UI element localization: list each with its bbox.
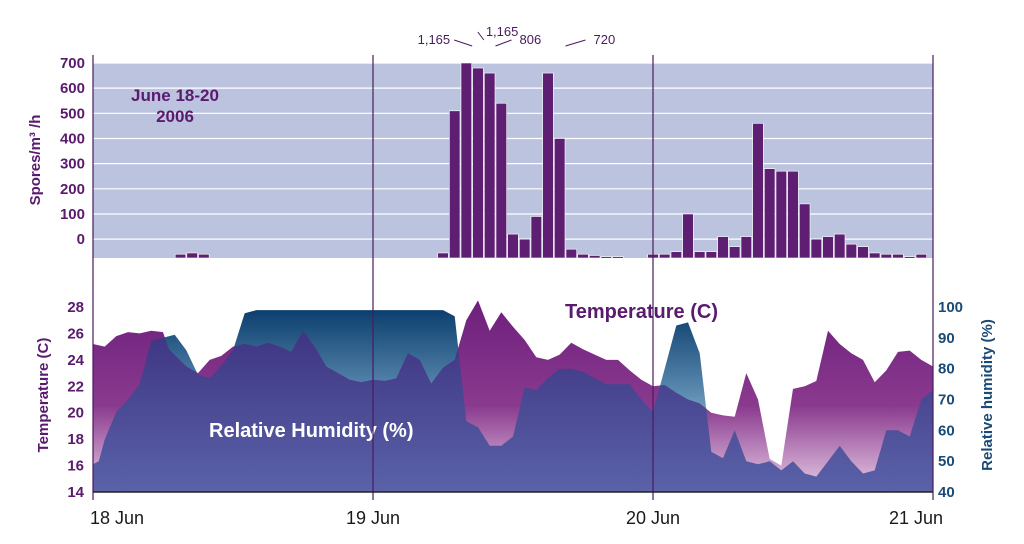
spore-bar: [484, 72, 496, 259]
annotation-leader: [495, 39, 512, 47]
spore-bar: [507, 233, 519, 259]
spore-bar: [857, 246, 869, 259]
humidity-y-tick-label: 50: [938, 453, 955, 470]
spore-bar: [787, 170, 799, 259]
spore-y-tick-label: 300: [60, 156, 85, 173]
spore-bar: [565, 248, 577, 259]
temperature-axis-label: Temperature (C): [35, 338, 52, 453]
temperature-y-tick-label: 20: [67, 405, 84, 422]
temperature-y-tick-label: 26: [67, 325, 84, 342]
humidity-series-label: Relative Humidity (%): [209, 420, 413, 442]
spore-bar: [915, 253, 927, 259]
spore-bar: [460, 62, 472, 259]
humidity-y-tick-label: 80: [938, 361, 955, 378]
spore-bar: [799, 203, 811, 259]
spore-y-ticks: 0 100 200 300 400 500 600 700: [60, 55, 85, 248]
spore-bar: [717, 236, 729, 259]
spore-bar: [495, 102, 507, 259]
temperature-y-tick-label: 24: [67, 352, 84, 369]
overlap-area: [93, 310, 933, 492]
spore-bar: [740, 236, 752, 259]
x-tick-label: 20 Jun: [626, 508, 680, 528]
spore-bar: [577, 253, 589, 259]
temperature-y-tick-label: 22: [67, 378, 84, 395]
spore-bar: [810, 238, 822, 259]
spore-bar: [880, 253, 892, 259]
spore-bar: [775, 170, 787, 259]
x-tick-label: 18 Jun: [90, 508, 144, 528]
spore-bar: [437, 252, 449, 259]
spore-bar: [670, 251, 682, 259]
temperature-y-tick-label: 28: [67, 299, 84, 316]
day-separator-lines: [92, 55, 934, 500]
spore-bar: [449, 110, 461, 259]
spore-bar: [869, 252, 881, 259]
spore-bar: [659, 253, 671, 259]
spore-bar: [834, 233, 846, 259]
temperature-y-ticks: 14 16 18 20 22 24 26 28: [67, 299, 84, 501]
spore-y-tick-label: 100: [60, 206, 85, 223]
spore-bar: [600, 256, 612, 259]
chart-title: June 18-20: [131, 86, 219, 105]
spore-bar: [589, 255, 601, 259]
humidity-axis-label: Relative humidity (%): [979, 319, 996, 471]
spore-bar: [705, 251, 717, 259]
spore-annotation-label: 1,165: [418, 32, 451, 47]
annotation-leader: [477, 31, 485, 41]
spore-y-tick-label: 500: [60, 105, 85, 122]
spore-y-tick-label: 600: [60, 80, 85, 97]
annotation-leader: [565, 39, 586, 47]
spore-bar: [752, 123, 764, 259]
humidity-y-tick-label: 40: [938, 484, 955, 501]
spore-bar: [472, 67, 484, 259]
x-tick-label: 21 Jun: [889, 508, 943, 528]
humidity-y-tick-label: 100: [938, 299, 963, 316]
temperature-y-tick-label: 14: [67, 484, 84, 501]
temperature-series-label: Temperature (C): [565, 301, 718, 323]
spore-bar: [682, 213, 694, 259]
spore-y-tick-label: 700: [60, 55, 85, 72]
spore-bar: [904, 256, 916, 259]
x-axis-ticks: 18 Jun 19 Jun 20 Jun 21 Jun: [90, 508, 943, 528]
spore-bar: [554, 138, 566, 259]
chart-subtitle: 2006: [156, 107, 194, 126]
humidity-y-tick-label: 90: [938, 330, 955, 347]
spore-bar: [186, 252, 198, 259]
spore-bar: [542, 72, 554, 259]
temperature-y-tick-label: 18: [67, 431, 84, 448]
spore-bar: [822, 236, 834, 259]
humidity-y-ticks: 40 50 60 70 80 90 100: [938, 299, 963, 501]
spore-bar: [845, 243, 857, 259]
weather-areas: [93, 300, 933, 492]
spore-bar: [519, 238, 531, 259]
spore-bar: [694, 251, 706, 259]
spore-annotation-label: 806: [520, 32, 542, 47]
spore-y-axis-label: Spores/m³ /h: [27, 115, 44, 206]
spore-annotation-label: 1,165: [486, 24, 519, 39]
spore-gridlines: [93, 62, 933, 240]
spore-bar: [892, 253, 904, 259]
humidity-y-tick-label: 70: [938, 392, 955, 409]
spore-bar: [729, 246, 741, 259]
spore-bars: [174, 62, 927, 259]
spore-bar: [530, 216, 542, 259]
spore-bar: [612, 256, 624, 259]
spore-bar: [764, 168, 776, 259]
spore-y-tick-label: 400: [60, 130, 85, 147]
humidity-y-tick-label: 60: [938, 422, 955, 439]
temperature-y-tick-label: 16: [67, 458, 84, 475]
spore-y-tick-label: 0: [77, 231, 85, 248]
spore-bar: [174, 253, 187, 259]
spore-bar: [198, 253, 210, 259]
spore-y-tick-label: 200: [60, 181, 85, 198]
x-tick-label: 19 Jun: [346, 508, 400, 528]
annotation-leader: [454, 39, 473, 47]
spore-annotation-label: 720: [594, 32, 616, 47]
